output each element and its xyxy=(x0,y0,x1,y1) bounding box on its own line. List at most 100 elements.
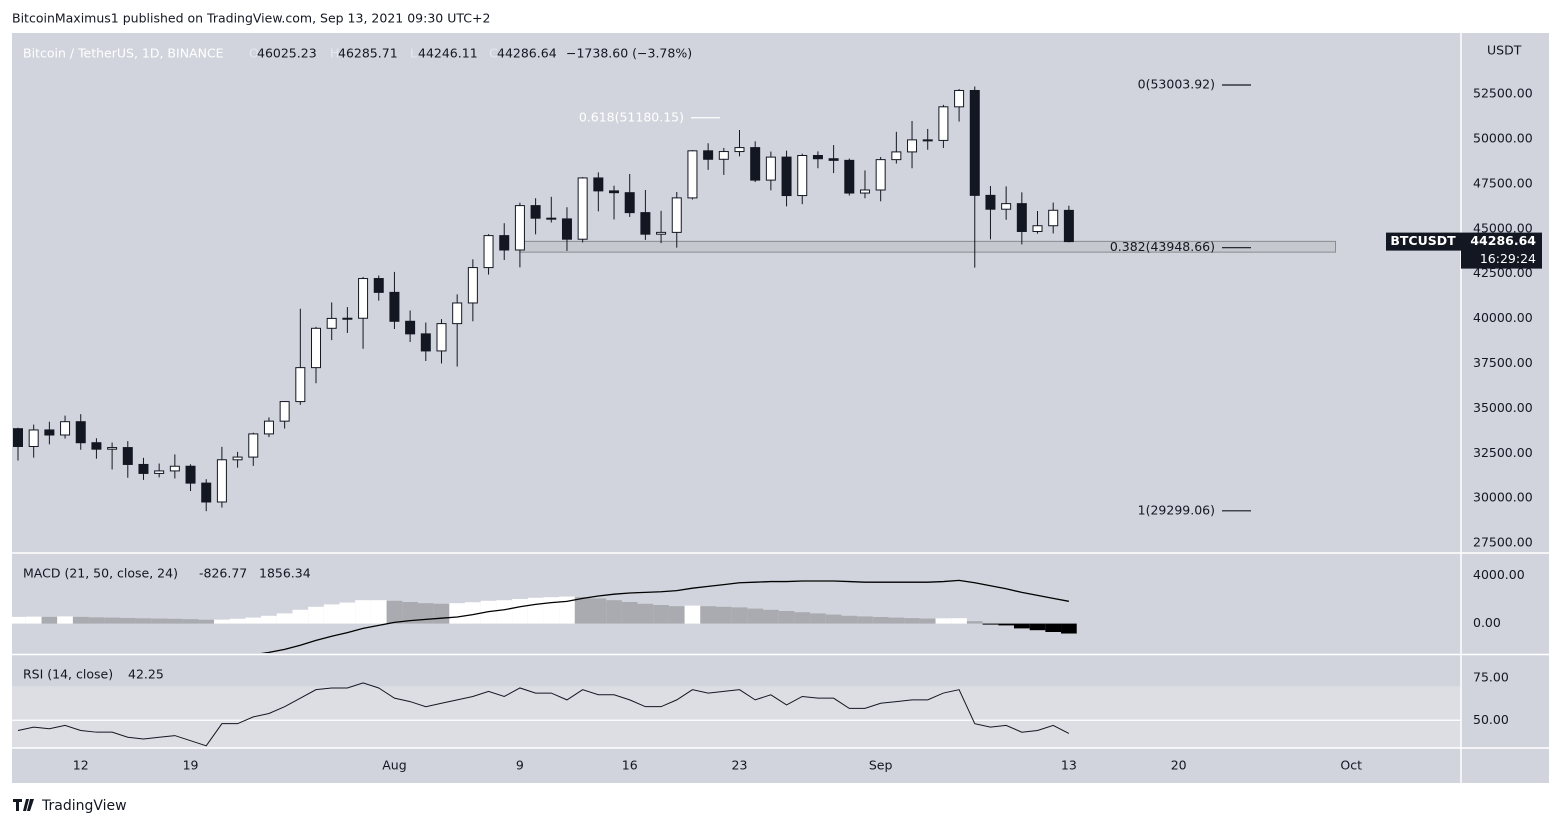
candle-body xyxy=(44,429,55,436)
candle-body xyxy=(279,401,290,422)
macd-histogram-bar xyxy=(841,615,858,624)
candle-body xyxy=(358,278,369,319)
macd-histogram-bar xyxy=(700,606,716,624)
y-tick-label: 42500.00 xyxy=(1473,265,1533,280)
macd-histogram-bar xyxy=(512,598,528,624)
macd-histogram-bar xyxy=(417,603,434,624)
macd-histogram-bar xyxy=(731,607,748,624)
x-tick-label: Aug xyxy=(382,758,406,773)
macd-histogram-bar xyxy=(637,603,654,624)
x-tick-label: 19 xyxy=(183,758,199,773)
candle-body xyxy=(561,218,572,240)
symbol-tag xyxy=(1386,232,1461,251)
candle-body xyxy=(122,447,133,465)
candle-body xyxy=(656,231,667,235)
candle-body xyxy=(295,367,306,403)
macd-histogram-bar xyxy=(1013,623,1030,629)
macd-histogram-bar xyxy=(449,603,466,624)
candle-body xyxy=(91,442,102,450)
brand-logo xyxy=(13,799,34,811)
macd-histogram-bar xyxy=(951,618,967,624)
macd-histogram-bar xyxy=(527,597,544,624)
macd-histogram-bar xyxy=(276,613,293,624)
macd-histogram-bar xyxy=(778,610,795,624)
macd-histogram-bar xyxy=(386,600,403,624)
last-price: 44286.64 xyxy=(1470,233,1536,248)
y-tick-label: 32500.00 xyxy=(1473,445,1533,460)
macd-histogram-bar xyxy=(904,618,920,624)
y-tick-label: 47500.00 xyxy=(1473,175,1533,190)
candle-body xyxy=(75,421,86,444)
macd-histogram-bar xyxy=(763,609,779,624)
candle-body xyxy=(28,429,39,447)
macd-histogram-bar xyxy=(198,619,215,624)
macd-histogram-bar xyxy=(794,612,811,624)
macd-histogram-bar xyxy=(966,621,983,624)
legend-value: 46025.23 xyxy=(257,46,317,61)
candle-body xyxy=(248,433,259,458)
candle-body xyxy=(169,465,180,472)
x-tick-label: Sep xyxy=(869,758,893,773)
macd-histogram-bar xyxy=(433,603,450,624)
candle-body xyxy=(985,194,996,210)
candle-body xyxy=(138,463,149,474)
macd-histogram-bar xyxy=(355,600,371,624)
macd-histogram-bar xyxy=(167,618,183,624)
legend-value: 46285.71 xyxy=(338,46,398,61)
macd-histogram-bar xyxy=(1061,623,1077,634)
macd-histogram-bar xyxy=(982,623,999,625)
macd-histogram-bar xyxy=(496,600,513,624)
macd-histogram-bar xyxy=(261,615,277,624)
brand: TradingView xyxy=(41,798,127,814)
candle-body xyxy=(640,212,651,235)
macd-histogram-bar xyxy=(857,616,873,624)
macd-histogram-bar xyxy=(825,614,842,624)
legend-letter: L xyxy=(410,46,417,61)
fib-label: 0(53003.92) xyxy=(1138,77,1215,92)
macd-histogram-bar xyxy=(1045,623,1062,632)
macd-histogram-bar xyxy=(590,598,607,624)
macd-histogram-bar xyxy=(1029,623,1046,631)
candle-body xyxy=(530,205,541,219)
macd-title: MACD (21, 50, close, 24) xyxy=(23,566,178,581)
candle-body xyxy=(593,177,604,192)
fib-label: 0.618(51180.15) xyxy=(579,109,684,124)
candle-body xyxy=(797,155,808,197)
candle-body xyxy=(922,139,933,142)
publisher: BitcoinMaximus1 published on TradingView… xyxy=(12,11,490,26)
candle-body xyxy=(452,302,463,325)
macd-line-value: 1856.34 xyxy=(259,566,311,581)
macd-histogram-bar xyxy=(715,606,732,624)
macd-histogram-bar xyxy=(684,605,701,624)
legend-letter: H xyxy=(330,46,339,61)
y-tick-label: 40000.00 xyxy=(1473,310,1533,325)
macd-histogram-bar xyxy=(606,600,622,624)
y-tick-label: 30000.00 xyxy=(1473,490,1533,505)
candle-body xyxy=(107,447,118,450)
candle-body xyxy=(499,235,510,251)
chart: 0(53003.92) 0.618(51180.15) 0.382(43948.66… xyxy=(12,33,1549,783)
candle-body xyxy=(60,421,71,436)
macd-histogram-bar xyxy=(339,602,356,624)
candle-body xyxy=(216,459,227,503)
macd-histogram-bar xyxy=(292,609,309,624)
y-tick-label: 35000.00 xyxy=(1473,400,1533,415)
macd-histogram-bar xyxy=(88,617,105,624)
candle-body xyxy=(938,106,949,141)
candle-body xyxy=(812,155,823,160)
candle-body xyxy=(954,89,965,108)
macd-histogram-bar xyxy=(998,623,1014,626)
y-tick-label: 75.00 xyxy=(1473,669,1509,684)
candle-body xyxy=(467,267,478,304)
macd-histogram-bar xyxy=(12,616,26,624)
macd-histogram-bar xyxy=(653,604,669,624)
candle-body xyxy=(1032,225,1043,232)
y-tick-label: 27500.00 xyxy=(1473,535,1533,550)
candle-body xyxy=(969,89,980,196)
y-tick-label: 45000.00 xyxy=(1473,220,1533,235)
macd-histogram-bar xyxy=(370,600,387,624)
macd-histogram-bar xyxy=(214,619,230,624)
legend-letter: C xyxy=(489,46,498,61)
macd-histogram-bar xyxy=(104,617,120,624)
